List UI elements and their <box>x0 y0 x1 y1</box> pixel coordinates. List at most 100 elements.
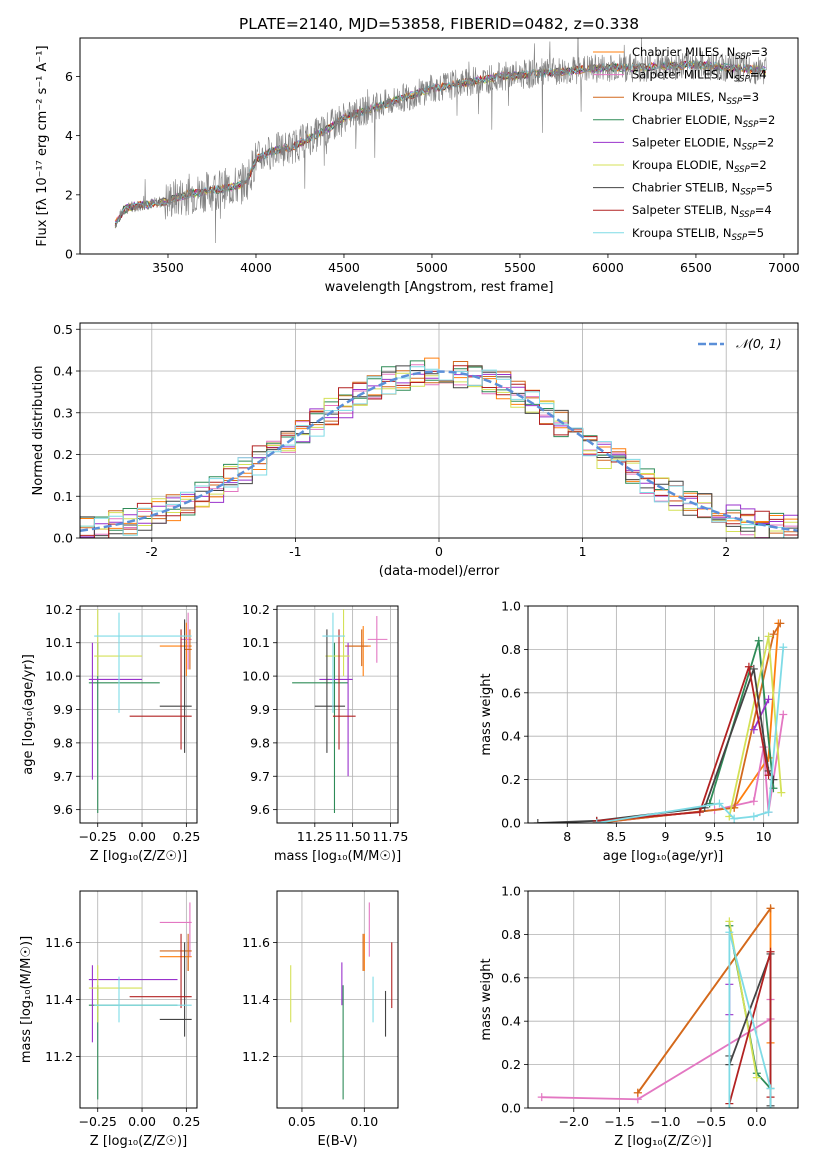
y-axis-label: Flux [fλ 10⁻¹⁷ erg cm⁻² s⁻¹ A⁻¹] <box>35 45 50 246</box>
y-tick-label: 11.4 <box>45 992 73 1007</box>
x-tick-label: 9.5 <box>705 829 725 844</box>
y-tick-label: 0.4 <box>501 1014 521 1029</box>
x-tick-label: 4000 <box>240 260 272 275</box>
weight-marker <box>769 630 778 639</box>
x-tick-label: -2 <box>146 544 158 559</box>
weight-marker <box>749 664 758 673</box>
weight-marker <box>754 636 763 645</box>
age_vs_mass-plot-area <box>292 609 388 813</box>
legend-label: Kroupa MILES, NSSP=3 <box>632 90 759 107</box>
weight-marker <box>725 917 734 926</box>
x-tick-label: −0.25 <box>79 1114 117 1129</box>
y-tick-label: 10.1 <box>45 635 73 650</box>
legend-label: Kroupa ELODIE, NSSP=2 <box>632 158 767 175</box>
y-tick-label: 4 <box>65 128 73 143</box>
x-tick-label: 11.50 <box>335 829 371 844</box>
spectrum-legend: Chabrier MILES, NSSP=3 Salpeter MILES, NS… <box>593 45 775 243</box>
weight-marker <box>779 643 788 652</box>
figure-title: PLATE=2140, MJD=53858, FIBERID=0482, z=0… <box>239 15 639 33</box>
weight-marker <box>766 1084 775 1093</box>
x-tick-label: 8 <box>563 829 571 844</box>
x-tick-label: 11.25 <box>297 829 333 844</box>
x-tick-label: 5000 <box>416 260 448 275</box>
weight-marker <box>764 695 773 704</box>
x-tick-label: 0.05 <box>288 1114 316 1129</box>
y-tick-label: 9.6 <box>250 802 270 817</box>
y-tick-label: 10.2 <box>45 602 73 617</box>
x-tick-label: 5500 <box>504 260 536 275</box>
axes-frame <box>79 890 198 1109</box>
y-axis-label: mass weight <box>479 673 494 755</box>
x-axis-label: Z [log₁₀(Z/Z☉)] <box>90 1134 187 1149</box>
x-axis-label: (data-model)/error <box>379 564 500 579</box>
chart-mass_vs_Z: −0.25 0.00 0.25 11.2 11.4 11.6 Z [log₁₀(Z/Z☉)]… <box>19 890 200 1149</box>
weight-marker <box>779 710 788 719</box>
gaussian-curve <box>80 370 798 532</box>
x-tick-label: 9 <box>661 829 669 844</box>
x-tick-label: 11.75 <box>373 829 409 844</box>
y-tick-label: 10.2 <box>242 602 270 617</box>
x-tick-label: 8.5 <box>606 829 626 844</box>
weight-marker <box>695 808 704 817</box>
y-tick-label: 0 <box>65 247 73 262</box>
y-tick-label: 10.1 <box>242 635 270 650</box>
x-tick-label: 0.0 <box>747 1114 767 1129</box>
weight-marker <box>730 814 739 823</box>
y-axis-label: age [log₁₀(age/yr)] <box>21 654 36 775</box>
y-tick-label: 0.2 <box>501 1057 521 1072</box>
x-axis-label: Z [log₁₀(Z/Z☉)] <box>90 849 187 864</box>
chart-mass_vs_EBV: 0.05 0.10 11.2 11.4 11.6 E(B-V) <box>242 890 399 1149</box>
chart-weight_vs_Z: −2.0 −1.5 −1.0 −0.5 0.0 0.0 0.2 0.4 0.6 0.8 1.0 Z [… <box>479 884 799 1149</box>
weight-marker <box>592 819 601 823</box>
weight_vs_Z-plot-area <box>537 904 775 1108</box>
y-tick-label: 11.4 <box>242 992 270 1007</box>
weight-line <box>728 931 772 1108</box>
legend-gaussian-label: 𝒩(0, 1) <box>736 336 782 351</box>
chart-weight_vs_age: 8 8.5 9 9.5 10 0.0 0.2 0.4 0.6 0.8 1.0 age [log₁₀(a… <box>479 599 799 864</box>
residuals-plot-area <box>80 357 798 538</box>
spectrum-plot-area <box>114 38 767 244</box>
weight-line <box>596 666 770 822</box>
weight-marker <box>537 1093 546 1102</box>
x-tick-label: 0.25 <box>172 1114 200 1129</box>
y-tick-label: 0.0 <box>501 816 521 831</box>
y-tick-label: 1.0 <box>501 599 521 614</box>
axes-frame <box>276 605 399 824</box>
x-tick-label: 0.10 <box>350 1114 378 1129</box>
x-tick-label: 0.00 <box>128 1114 156 1129</box>
x-tick-label: 0.00 <box>128 829 156 844</box>
x-axis-label: mass [log₁₀(M/M☉)] <box>274 849 401 864</box>
y-tick-label: 0.1 <box>53 489 73 504</box>
legend-label: Chabrier ELODIE, NSSP=2 <box>632 113 775 130</box>
weight-marker <box>633 1088 642 1097</box>
x-tick-label: 0 <box>435 544 443 559</box>
x-tick-label: −2.0 <box>559 1114 589 1129</box>
residual-histogram <box>80 366 798 538</box>
axes-frame <box>79 322 799 539</box>
weight-marker <box>766 947 775 956</box>
x-tick-label: 7000 <box>768 260 800 275</box>
y-tick-label: 9.6 <box>53 802 73 817</box>
x-tick-label: 1 <box>579 544 587 559</box>
mass_vs_EBV-plot-area <box>290 902 393 1100</box>
y-tick-label: 0.5 <box>53 322 73 337</box>
y-tick-label: 1.0 <box>501 884 521 899</box>
chart-age_vs_mass: 11.25 11.50 11.75 9.6 9.7 9.8 9.9 10.0 10.1 10.2 m… <box>242 602 408 864</box>
weight-marker <box>766 904 775 913</box>
chart-residuals: -2 -1 0 1 2 0.0 0.1 0.2 0.3 0.4 0.5 (data-model)/er… <box>31 322 799 579</box>
y-tick-label: 0.6 <box>501 970 521 985</box>
weight-line <box>596 714 785 823</box>
axes-frame <box>79 37 799 255</box>
y-tick-label: 0.0 <box>53 531 73 546</box>
y-tick-label: 9.7 <box>250 769 270 784</box>
weight-line <box>537 668 775 823</box>
legend-label: Kroupa STELIB, NSSP=5 <box>632 226 764 243</box>
y-axis-label: mass weight <box>479 958 494 1040</box>
y-tick-label: 0.0 <box>501 1101 521 1116</box>
y-tick-label: 0.6 <box>501 685 521 700</box>
weight-marker <box>776 619 785 628</box>
weight-line <box>596 623 780 823</box>
y-axis-label: Normed distribution <box>31 366 46 496</box>
axes-frame <box>276 890 399 1109</box>
mass_vs_Z-plot-area <box>88 902 192 1100</box>
